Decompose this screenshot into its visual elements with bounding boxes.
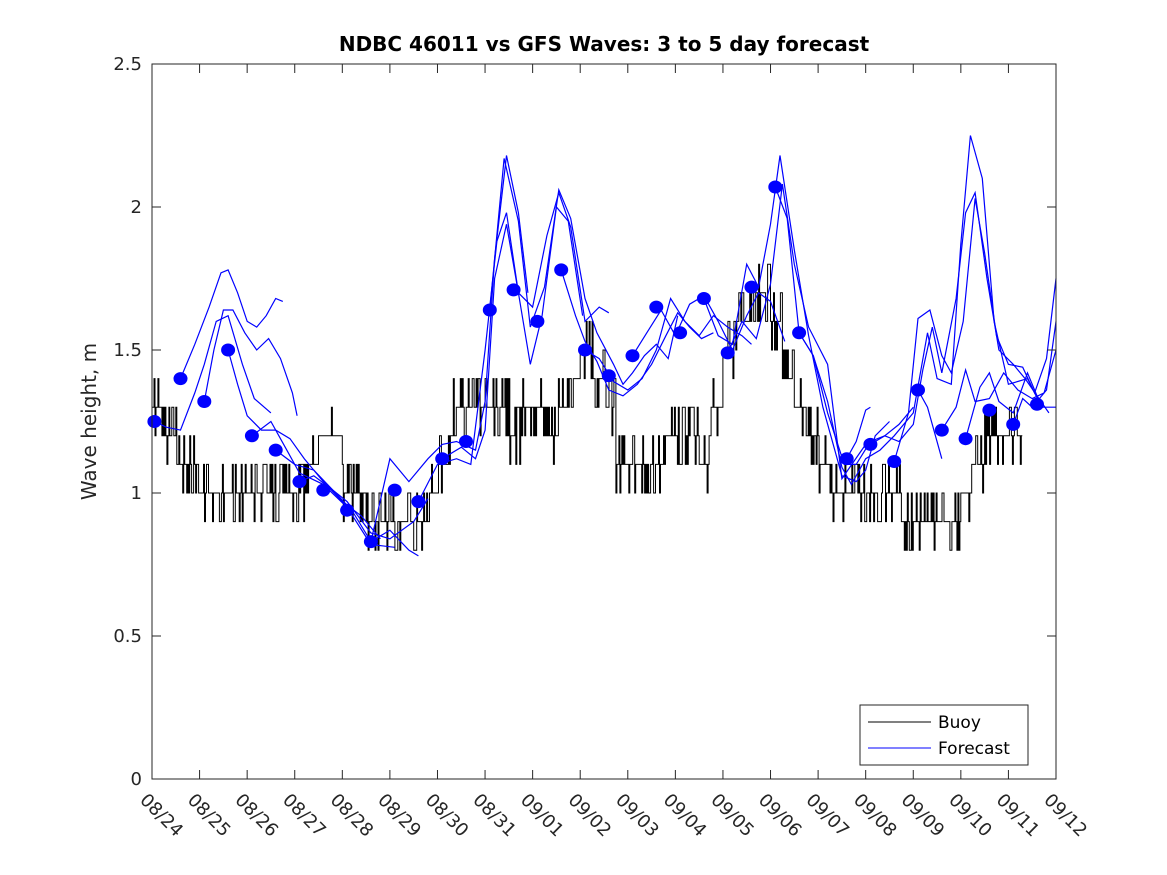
forecast-marker [673, 326, 688, 340]
y-tick-label: 0.5 [113, 626, 142, 647]
legend: Buoy Forecast [859, 704, 1029, 766]
forecast-marker [173, 372, 188, 386]
forecast-marker [554, 263, 569, 277]
forecast-marker [887, 455, 902, 468]
forecast-marker [792, 326, 807, 340]
forecast-marker [1006, 417, 1021, 431]
forecast-marker [911, 383, 925, 397]
forecast-marker [268, 443, 283, 457]
forecast-line [631, 291, 786, 357]
forecast-line [870, 190, 1050, 445]
forecast-line [179, 269, 284, 379]
forecast-line [893, 198, 1057, 462]
forecast-marker [411, 495, 426, 509]
forecast-line [441, 190, 610, 460]
y-tick-label: 0 [131, 769, 142, 790]
forecast-marker [625, 349, 640, 363]
forecast-marker [934, 423, 949, 437]
forecast-line [154, 314, 272, 431]
forecast-series [154, 135, 1057, 557]
forecast-marker [649, 300, 664, 314]
forecast-marker [768, 180, 783, 194]
forecast-marker [744, 280, 759, 294]
forecast-marker [601, 369, 616, 383]
forecast-marker [958, 432, 973, 446]
forecast-marker [482, 303, 497, 317]
forecast-marker [982, 403, 997, 417]
legend-label-buoy: Buoy [938, 713, 981, 733]
forecast-marker [839, 452, 854, 466]
forecast-line [703, 155, 890, 483]
buoy-series [152, 263, 1023, 551]
forecast-line [846, 406, 871, 459]
forecast-marker [578, 343, 592, 357]
forecast-marker [506, 283, 521, 297]
y-tick-label: 2 [131, 197, 142, 218]
forecast-marker [863, 437, 878, 451]
forecast-marker [720, 346, 735, 360]
y-tick-label: 2.5 [113, 54, 142, 75]
forecast-marker [387, 483, 402, 497]
chart-title: NDBC 46011 vs GFS Waves: 3 to 5 day fore… [339, 32, 870, 56]
plot-frame [151, 63, 1057, 780]
forecast-marker [244, 429, 259, 443]
buoy-line [152, 263, 1023, 551]
forecast-line [727, 184, 867, 481]
forecast-marker [1030, 397, 1044, 411]
forecast-marker [340, 503, 355, 517]
forecast-marker [197, 395, 212, 408]
forecast-marker [147, 415, 162, 428]
forecast-line [584, 297, 752, 391]
forecast-marker [435, 452, 450, 466]
forecast-marker [363, 535, 378, 549]
forecast-marker [530, 314, 545, 328]
forecast-marker [292, 475, 307, 489]
y-tick-label: 1 [131, 483, 142, 504]
forecast-marker [316, 483, 331, 497]
forecast-marker [696, 292, 711, 305]
forecast-marker [459, 435, 473, 448]
forecast-line [941, 349, 1057, 431]
y-tick-label: 1.5 [113, 340, 142, 361]
forecast-line [560, 269, 714, 397]
forecast-line [489, 158, 679, 386]
forecast-line [299, 475, 429, 540]
forecast-line [203, 309, 298, 416]
forecast-markers [147, 180, 1044, 549]
legend-box [859, 704, 1029, 766]
y-axis-label: Wave height, m [77, 343, 101, 500]
forecast-marker [221, 343, 236, 357]
legend-label-forecast: Forecast [938, 739, 1010, 759]
plot-area [152, 64, 1056, 779]
